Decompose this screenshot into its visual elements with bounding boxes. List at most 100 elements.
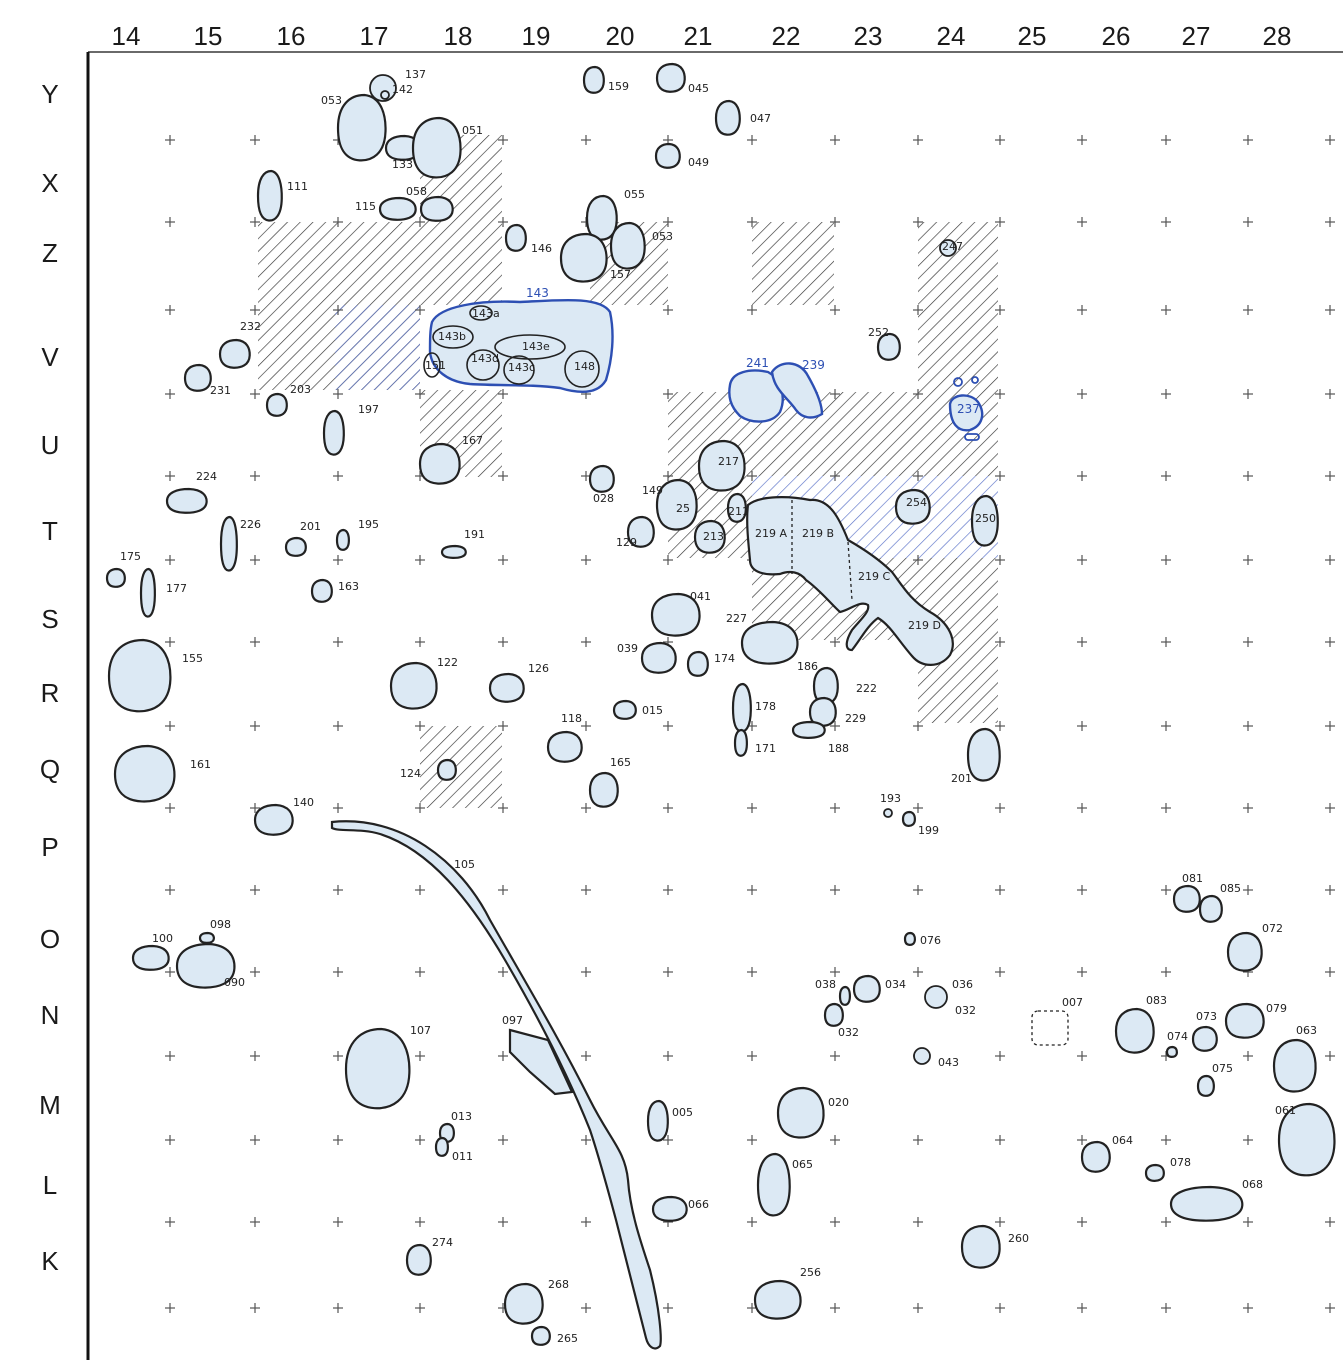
- feature-label: 074: [1167, 1030, 1188, 1043]
- feature-label: 149: [642, 484, 663, 497]
- feature-053: [611, 223, 645, 269]
- feature-076: [905, 933, 915, 945]
- feature-label: 118: [561, 712, 582, 725]
- feature-047: [716, 101, 740, 135]
- feature-label: 186: [797, 660, 818, 673]
- feature-203: [267, 394, 287, 416]
- feature-label: 072: [1262, 922, 1283, 935]
- feature-label: 151: [425, 359, 446, 372]
- feature-label: 034: [885, 978, 906, 991]
- feature-label: 085: [1220, 882, 1241, 895]
- feature-label: 232: [240, 320, 261, 333]
- feature-label: 047: [750, 112, 771, 125]
- feature-label: 219 B: [802, 527, 834, 540]
- feature-label: 073: [1196, 1010, 1217, 1023]
- feature-167: [420, 444, 460, 484]
- feature-label: 155: [182, 652, 203, 665]
- feature-063: [1274, 1040, 1316, 1092]
- feature-231: [185, 365, 211, 391]
- feature-label: 146: [531, 242, 552, 255]
- feature-label: 219 D: [908, 619, 941, 632]
- feature-label: 126: [528, 662, 549, 675]
- feature-011: [436, 1138, 448, 1156]
- blue-feature-label: 239: [802, 358, 825, 372]
- feature-label: 043: [938, 1056, 959, 1069]
- feature-161: [115, 746, 174, 801]
- feature-066: [653, 1197, 687, 1221]
- feature-label: 111: [287, 180, 308, 193]
- feature-065: [758, 1154, 790, 1215]
- feature-083: [1116, 1009, 1154, 1053]
- feature-074: [1167, 1047, 1177, 1057]
- feature-label: 129: [616, 536, 637, 549]
- feature-label: 005: [672, 1106, 693, 1119]
- feature-label: 078: [1170, 1156, 1191, 1169]
- feature-039: [642, 643, 676, 673]
- feature-label: 178: [755, 700, 776, 713]
- feature-007: [1032, 1011, 1068, 1045]
- feature-165: [590, 773, 618, 807]
- feature-072: [1228, 933, 1262, 971]
- feature-label: 011: [452, 1150, 473, 1163]
- feature-032: [825, 1004, 843, 1026]
- feature-label: 007: [1062, 996, 1083, 1009]
- feature-label: 197: [358, 403, 379, 416]
- feature-label: 157: [610, 268, 631, 281]
- column-label: 24: [937, 21, 966, 51]
- column-label: 15: [194, 21, 223, 51]
- feature-107: [346, 1029, 409, 1108]
- row-label: S: [41, 604, 58, 634]
- hatch-zone: [420, 726, 502, 808]
- feature-label: 058: [406, 185, 427, 198]
- feature-label: 211: [728, 505, 749, 518]
- column-label: 14: [112, 21, 141, 51]
- feature-label: 256: [800, 1266, 821, 1279]
- feature-058: [421, 197, 453, 221]
- feature-label: 051: [462, 124, 483, 137]
- feature-label: 161: [190, 758, 211, 771]
- feature-label: 032: [838, 1026, 859, 1039]
- feature-201: [968, 729, 1000, 781]
- feature-label: 107: [410, 1024, 431, 1037]
- feature-label: 066: [688, 1198, 709, 1211]
- column-label: 27: [1182, 21, 1211, 51]
- feature-171: [735, 730, 747, 756]
- feature-label: 226: [240, 518, 261, 531]
- feature-260: [962, 1226, 1000, 1268]
- column-labels: 14 15 16 17 18 19 20 21 22 23 24 25 26 27 28: [112, 21, 1292, 51]
- feature-label: 252: [868, 326, 889, 339]
- feature-193: [884, 809, 892, 817]
- row-label: R: [41, 678, 60, 708]
- feature-146: [506, 225, 526, 251]
- column-label: 20: [606, 21, 635, 51]
- feature-label: 039: [617, 642, 638, 655]
- column-label: 18: [444, 21, 473, 51]
- feature-label: 053: [652, 230, 673, 243]
- column-label: 26: [1102, 21, 1131, 51]
- feature-174: [688, 652, 708, 676]
- feature-034: [854, 976, 880, 1002]
- feature-label: 081: [1182, 872, 1203, 885]
- row-label: U: [41, 430, 60, 460]
- feature-label: 195: [358, 518, 379, 531]
- blue-feature-label: 241: [746, 356, 769, 370]
- feature-label: 188: [828, 742, 849, 755]
- feature-label: 250: [975, 512, 996, 525]
- feature-label: 199: [918, 824, 939, 837]
- feature-label: 013: [451, 1110, 472, 1123]
- feature-064: [1082, 1142, 1110, 1172]
- feature-label: 191: [464, 528, 485, 541]
- feature-label: 075: [1212, 1062, 1233, 1075]
- feature-label: 028: [593, 492, 614, 505]
- feature-274: [407, 1245, 431, 1275]
- feature-256: [755, 1281, 801, 1319]
- feature-118: [548, 732, 582, 762]
- feature-045: [657, 64, 685, 92]
- feature-label: 064: [1112, 1134, 1133, 1147]
- feature-197: [324, 411, 344, 455]
- feature-177: [141, 569, 155, 617]
- feature-label: 247: [942, 240, 963, 253]
- feature-label: 036: [952, 978, 973, 991]
- feature-label: 268: [548, 1278, 569, 1291]
- feature-155: [109, 640, 170, 711]
